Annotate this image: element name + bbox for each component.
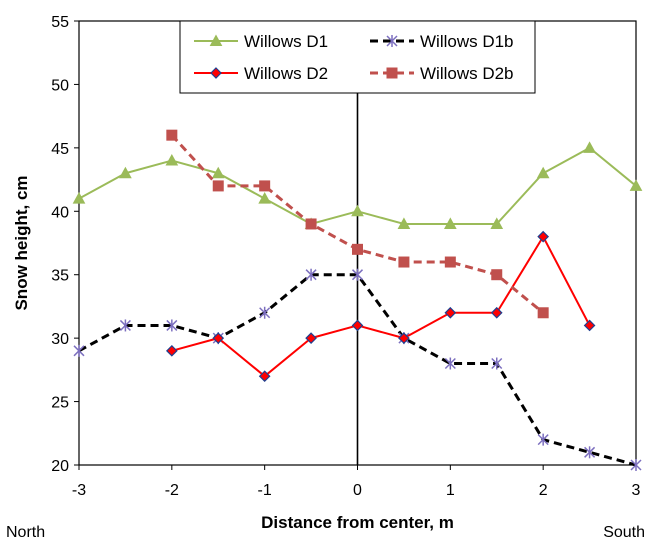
x-tick-label: -3	[72, 482, 86, 499]
legend-marker-willows-d1	[209, 34, 223, 46]
x-tick-label: -1	[258, 482, 272, 499]
legend-marker-willows-d2	[210, 67, 222, 79]
data-point-willows-d1	[211, 166, 225, 179]
series-line-willows-d2	[171, 235, 591, 378]
legend-box	[179, 20, 536, 94]
data-point-willows-d2	[305, 332, 317, 344]
data-point-willows-d1b	[73, 344, 85, 357]
legend-marker-willows-d2b	[386, 67, 398, 79]
data-point-willows-d1	[443, 217, 457, 229]
data-point-willows-d2	[398, 332, 410, 344]
x-tick-label: 2	[539, 482, 548, 499]
data-point-willows-d2b	[305, 218, 317, 230]
x-axis-title: Distance from center, m	[261, 513, 454, 532]
y-axis-title: Snow height, cm	[12, 175, 31, 310]
data-point-willows-d1b	[259, 306, 271, 319]
y-tick-label: 30	[51, 331, 69, 348]
series-layer	[72, 129, 643, 471]
y-tick-label: 45	[51, 141, 69, 158]
data-point-willows-d1	[119, 166, 132, 179]
data-point-willows-d1	[583, 141, 596, 153]
data-point-willows-d2	[351, 319, 364, 332]
data-point-willows-d1b	[305, 268, 317, 281]
data-point-willows-d1	[72, 192, 86, 204]
data-point-willows-d1b	[351, 268, 364, 281]
legend-entry-willows-d1: Willows D1	[194, 32, 328, 51]
data-point-willows-d1	[351, 204, 364, 217]
data-point-willows-d1b	[537, 433, 549, 446]
data-point-willows-d1b	[119, 319, 131, 332]
series-willows-d2b	[166, 129, 549, 319]
data-point-willows-d2b	[444, 256, 456, 268]
data-point-willows-d2b	[259, 180, 271, 192]
y-tick-label: 50	[51, 77, 69, 94]
legend-label-willows-d1: Willows D1	[244, 32, 328, 51]
legend-marker-willows-d1b	[386, 35, 398, 47]
legend-label-willows-d1b: Willows D1b	[420, 32, 514, 51]
data-point-willows-d1	[397, 217, 411, 229]
legend-label-willows-d2: Willows D2	[244, 64, 328, 83]
y-tick-label: 35	[51, 268, 69, 285]
legend-entry-willows-d2b: Willows D2b	[370, 64, 514, 83]
data-point-willows-d2	[258, 370, 271, 383]
x-tick-label: 0	[353, 482, 362, 499]
south-label: South	[603, 524, 645, 541]
data-point-willows-d2b	[398, 256, 410, 268]
data-point-willows-d2	[212, 332, 225, 344]
data-point-willows-d1b	[491, 357, 503, 370]
legend-label-willows-d2b: Willows D2b	[420, 64, 514, 83]
data-point-willows-d1b	[584, 446, 596, 459]
y-tick-label: 55	[51, 14, 69, 31]
series-willows-d1	[72, 141, 643, 229]
data-point-willows-d2b	[491, 269, 503, 281]
x-tick-label: 3	[632, 482, 641, 499]
legend-entry-willows-d2: Willows D2	[194, 64, 328, 83]
data-point-willows-d1	[536, 166, 550, 179]
x-tick-label: 1	[446, 482, 455, 499]
data-point-willows-d2b	[212, 180, 224, 192]
data-point-willows-d2	[490, 306, 503, 319]
axes: 20 25 30 35 40 45 50 55 -3 -2 -1 0 1 2 3	[51, 14, 640, 499]
data-point-willows-d1	[490, 217, 504, 229]
y-tick-label: 25	[51, 395, 69, 412]
data-point-willows-d2	[165, 344, 178, 357]
data-point-willows-d1b	[166, 319, 178, 332]
series-willows-d2	[165, 230, 596, 383]
data-point-willows-d1	[629, 179, 643, 191]
x-tick-label: -2	[165, 482, 179, 499]
legend-entry-willows-d1b: Willows D1b	[370, 32, 514, 51]
north-label: North	[6, 524, 45, 541]
data-point-willows-d2	[537, 230, 550, 243]
y-tick-label: 20	[51, 458, 69, 475]
data-point-willows-d1	[165, 154, 179, 166]
data-point-willows-d2	[583, 319, 596, 332]
data-point-willows-d1b	[630, 459, 642, 471]
data-point-willows-d1	[258, 192, 272, 204]
data-point-willows-d2b	[166, 129, 178, 141]
data-point-willows-d2b	[537, 307, 549, 319]
data-point-willows-d2b	[352, 243, 363, 255]
legend: Willows D1 Willows D1b Willows D2 Willows D…	[179, 20, 536, 94]
data-point-willows-d1b	[444, 357, 456, 370]
y-tick-label: 40	[51, 204, 69, 221]
data-point-willows-d2	[444, 306, 457, 319]
